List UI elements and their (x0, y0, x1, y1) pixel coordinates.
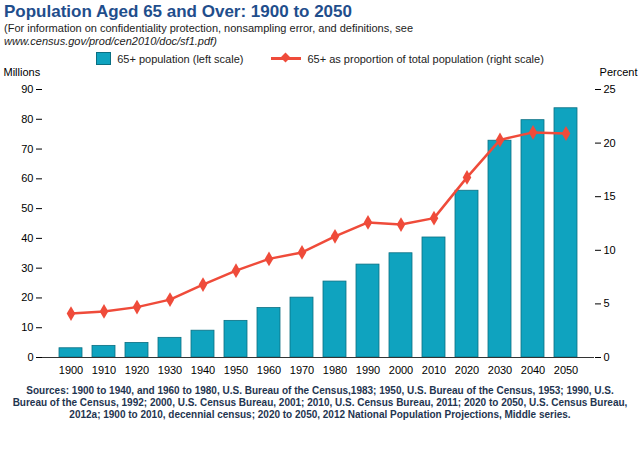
svg-text:20: 20 (604, 137, 616, 149)
svg-text:2000: 2000 (389, 364, 413, 376)
svg-text:90: 90 (21, 83, 33, 95)
html-text:www.census.gov/prod/cen2010/do: www.census.gov/prod/cen2010/doc/sf1.pdf) (4, 35, 217, 47)
svg-text:1970: 1970 (290, 364, 314, 376)
svg-text:30: 30 (21, 262, 33, 274)
svg-text:10: 10 (21, 321, 33, 333)
svg-text:60: 60 (21, 172, 33, 184)
svg-text:1990: 1990 (356, 364, 380, 376)
svg-text:1960: 1960 (257, 364, 281, 376)
svg-text:2030: 2030 (488, 364, 512, 376)
svg-text:Percent: Percent (600, 66, 638, 78)
svg-text:1900: 1900 (59, 364, 83, 376)
svg-text:1980: 1980 (323, 364, 347, 376)
svg-text:Millions: Millions (4, 66, 41, 78)
svg-text:5: 5 (604, 297, 610, 309)
svg-text:1940: 1940 (191, 364, 215, 376)
svg-text:2010: 2010 (422, 364, 446, 376)
svg-text:2050: 2050 (554, 364, 578, 376)
svg-text:25: 25 (604, 83, 616, 95)
html-text:Sources: 1900 to 1940, and 196: Sources: 1900 to 1940, and 1960 to 1980,… (12, 385, 628, 420)
html-text:65+ as proportion of total pop: 65+ as proportion of total population (r… (307, 52, 544, 65)
svg-text:1920: 1920 (125, 364, 149, 376)
svg-text:1930: 1930 (158, 364, 182, 376)
svg-text:20: 20 (21, 291, 33, 303)
html-text:Population Aged 65 and Over: 1: Population Aged 65 and Over: 1900 to 205… (4, 2, 352, 21)
svg-text:1950: 1950 (224, 364, 248, 376)
html-text:65+ population (left scale): 65+ population (left scale) (117, 52, 244, 65)
svg-text:50: 50 (21, 202, 33, 214)
svg-text:15: 15 (604, 190, 616, 202)
svg-text:10: 10 (604, 244, 616, 256)
svg-text:40: 40 (21, 232, 33, 244)
html-text:(For information on confidenti: (For information on confidentiality prot… (4, 22, 414, 34)
svg-text:1910: 1910 (92, 364, 116, 376)
svg-text:2020: 2020 (455, 364, 479, 376)
svg-text:0: 0 (604, 351, 610, 363)
svg-text:0: 0 (27, 351, 33, 363)
svg-text:2040: 2040 (521, 364, 545, 376)
svg-text:70: 70 (21, 143, 33, 155)
svg-text:80: 80 (21, 113, 33, 125)
